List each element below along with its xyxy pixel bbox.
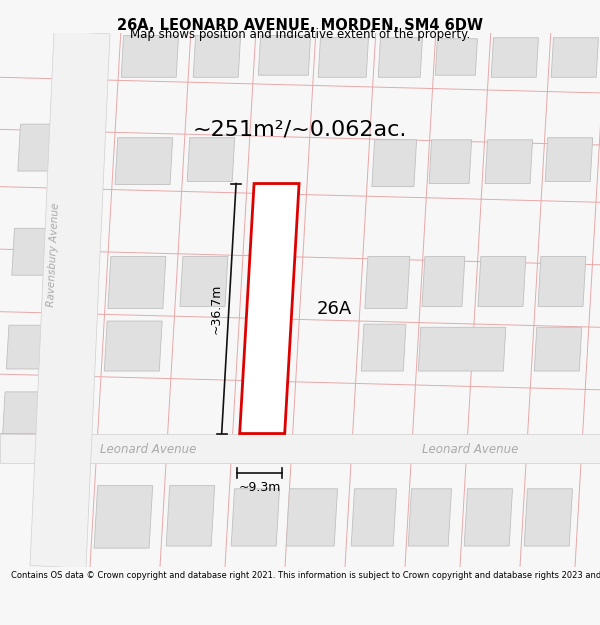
Text: ~9.3m: ~9.3m: [239, 481, 281, 494]
Text: 26A: 26A: [317, 299, 352, 318]
Polygon shape: [12, 228, 56, 275]
Polygon shape: [18, 124, 65, 171]
Bar: [0, 434, 600, 462]
Polygon shape: [121, 36, 179, 78]
Polygon shape: [418, 328, 506, 371]
Polygon shape: [422, 256, 465, 306]
Polygon shape: [545, 138, 593, 181]
Text: Leonard Avenue: Leonard Avenue: [422, 442, 518, 456]
Polygon shape: [408, 489, 452, 546]
Text: ~251m²/~0.062ac.: ~251m²/~0.062ac.: [193, 119, 407, 139]
Text: Ravensbury Avenue: Ravensbury Avenue: [46, 202, 61, 307]
Polygon shape: [259, 36, 311, 75]
Polygon shape: [239, 184, 299, 434]
Text: Contains OS data © Crown copyright and database right 2021. This information is : Contains OS data © Crown copyright and d…: [11, 571, 600, 579]
Polygon shape: [318, 38, 368, 78]
Polygon shape: [534, 328, 582, 371]
Polygon shape: [104, 321, 162, 371]
Polygon shape: [478, 256, 526, 306]
Polygon shape: [231, 489, 280, 546]
Polygon shape: [7, 325, 51, 369]
Text: ~36.7m: ~36.7m: [210, 283, 223, 334]
Polygon shape: [436, 39, 478, 75]
Polygon shape: [187, 138, 235, 181]
Polygon shape: [372, 140, 416, 187]
Polygon shape: [286, 489, 337, 546]
Polygon shape: [429, 140, 472, 184]
Polygon shape: [361, 324, 406, 371]
Polygon shape: [94, 486, 152, 548]
Polygon shape: [193, 36, 241, 78]
Polygon shape: [108, 256, 166, 309]
Polygon shape: [524, 489, 572, 546]
Polygon shape: [464, 489, 512, 546]
Polygon shape: [180, 256, 228, 306]
Polygon shape: [485, 140, 533, 184]
Text: Map shows position and indicative extent of the property.: Map shows position and indicative extent…: [130, 28, 470, 41]
Text: Leonard Avenue: Leonard Avenue: [100, 442, 196, 456]
Polygon shape: [351, 489, 397, 546]
Polygon shape: [2, 392, 40, 434]
Polygon shape: [365, 256, 410, 309]
Polygon shape: [30, 31, 110, 568]
Text: 26A, LEONARD AVENUE, MORDEN, SM4 6DW: 26A, LEONARD AVENUE, MORDEN, SM4 6DW: [117, 18, 483, 32]
Polygon shape: [491, 38, 538, 78]
Polygon shape: [166, 486, 215, 546]
Polygon shape: [551, 38, 598, 78]
Polygon shape: [378, 38, 422, 78]
Polygon shape: [538, 256, 586, 306]
Polygon shape: [115, 138, 173, 184]
